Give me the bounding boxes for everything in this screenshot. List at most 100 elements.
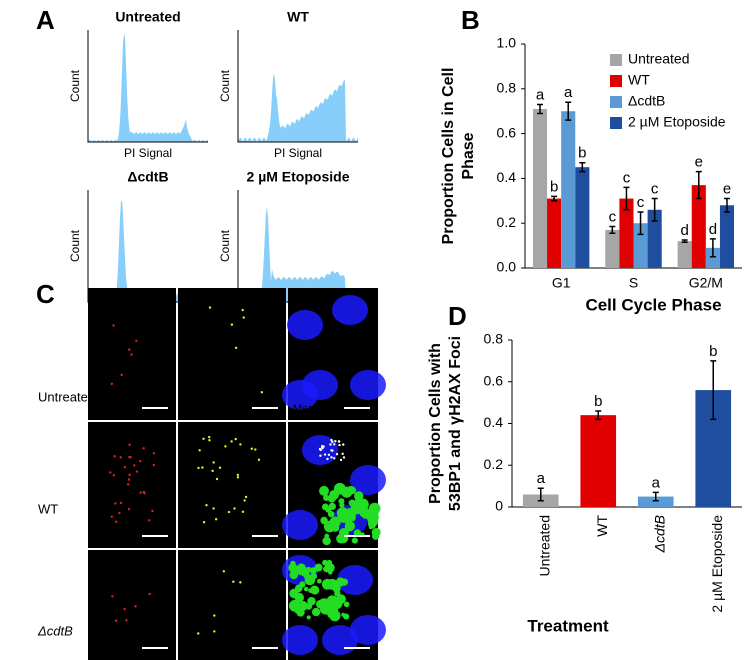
focus-dot (126, 483, 130, 486)
focus-dot (236, 473, 240, 477)
y-tick-label: 0.8 (484, 331, 504, 347)
channel-label: Merge (293, 403, 324, 415)
focus-dot (148, 592, 151, 596)
y-tick-label: 0.2 (484, 456, 504, 472)
green-signal (316, 578, 322, 584)
focus-dot (337, 440, 341, 443)
panel-letter: C (36, 279, 55, 309)
green-signal (326, 559, 333, 566)
y-axis-label: Proportion Cells with (427, 343, 444, 504)
focus-dot (323, 453, 327, 456)
focus-dot (127, 507, 131, 511)
error-bar (595, 410, 602, 421)
significance-letter: a (652, 474, 661, 491)
error-bar (723, 197, 730, 213)
bar (619, 198, 634, 268)
y-tick-label: 0.8 (497, 80, 517, 96)
micrograph (178, 422, 286, 548)
significance-letter: e (723, 181, 731, 198)
focus-dot (134, 605, 137, 608)
bar (637, 496, 674, 507)
focus-dot (152, 463, 156, 467)
histogram-ylabel: Count (218, 69, 232, 102)
y-axis-label: Phase (460, 132, 477, 179)
focus-dot (212, 461, 215, 464)
focus-dot (125, 619, 128, 622)
focus-dot (241, 308, 244, 312)
focus-dot (109, 471, 112, 474)
error-bar (652, 491, 659, 502)
focus-dot (222, 570, 226, 573)
focus-dot (215, 477, 219, 481)
focus-dot (110, 382, 113, 386)
focus-dot (342, 443, 345, 446)
focus-dot (333, 443, 336, 446)
significance-letter: c (623, 169, 631, 186)
focus-dot (342, 456, 346, 459)
row-label: Untreated (38, 389, 95, 404)
focus-dot (257, 458, 261, 461)
green-signal (303, 586, 309, 592)
green-signal (289, 570, 299, 580)
y-tick-label: 0.6 (484, 372, 504, 388)
green-signal (323, 565, 330, 573)
significance-letter: e (695, 154, 703, 171)
y-tick-label: 1.0 (497, 35, 517, 51)
focus-dot (211, 469, 214, 473)
focus-dot (111, 595, 114, 598)
histogram-shape (238, 207, 358, 302)
green-signal (307, 596, 316, 606)
histogram-axes (87, 30, 208, 143)
histogram-title: ΔcdtB (127, 169, 168, 185)
focus-dot (329, 443, 332, 446)
histogram-title: 2 µM Etoposide (247, 169, 350, 185)
error-bar (695, 170, 702, 200)
focus-dot (112, 474, 115, 477)
bar (719, 205, 735, 268)
x-tick-label: WT (594, 515, 610, 537)
focus-dot (128, 348, 131, 351)
green-signal (310, 585, 320, 595)
focus-dot (334, 440, 337, 443)
focus-dot (205, 504, 208, 507)
focus-dot (242, 316, 245, 319)
channel-label: 53BP1 (183, 403, 216, 415)
nucleus (350, 465, 386, 495)
y-tick-label: 0.4 (484, 414, 504, 430)
green-signal (317, 601, 325, 608)
x-tick-label: G1 (552, 275, 571, 291)
legend-label: 2 µM Etoposide (628, 114, 726, 130)
error-bar (537, 103, 544, 115)
focus-dot (202, 437, 205, 441)
focus-dot (142, 447, 145, 450)
x-tick-label: G2/M (689, 275, 723, 291)
green-signal (327, 510, 335, 518)
green-signal (322, 536, 331, 546)
histogram-shape (238, 73, 358, 142)
green-signal (329, 489, 339, 500)
focus-dot (151, 509, 154, 513)
focus-dot (128, 443, 131, 446)
focus-dot (239, 581, 242, 584)
focus-dot (119, 456, 122, 459)
significance-letter: b (709, 343, 717, 360)
focus-dot (110, 515, 114, 518)
x-tick-label: Untreated (536, 515, 552, 576)
error-bar (709, 238, 716, 258)
green-signal (293, 603, 305, 615)
focus-dot (114, 520, 118, 523)
focus-dot (135, 470, 139, 473)
bar (677, 241, 692, 268)
focus-dot (139, 459, 142, 463)
focus-dot (331, 440, 334, 444)
significance-letter: b (578, 145, 586, 162)
significance-letter: b (594, 393, 602, 410)
significance-letter: c (651, 181, 659, 198)
focus-dot (335, 452, 339, 456)
green-signal (314, 563, 323, 572)
green-signal (367, 516, 379, 527)
focus-dot (260, 391, 264, 394)
focus-dot (224, 445, 227, 448)
focus-dot (241, 510, 245, 513)
green-signal (354, 491, 364, 501)
